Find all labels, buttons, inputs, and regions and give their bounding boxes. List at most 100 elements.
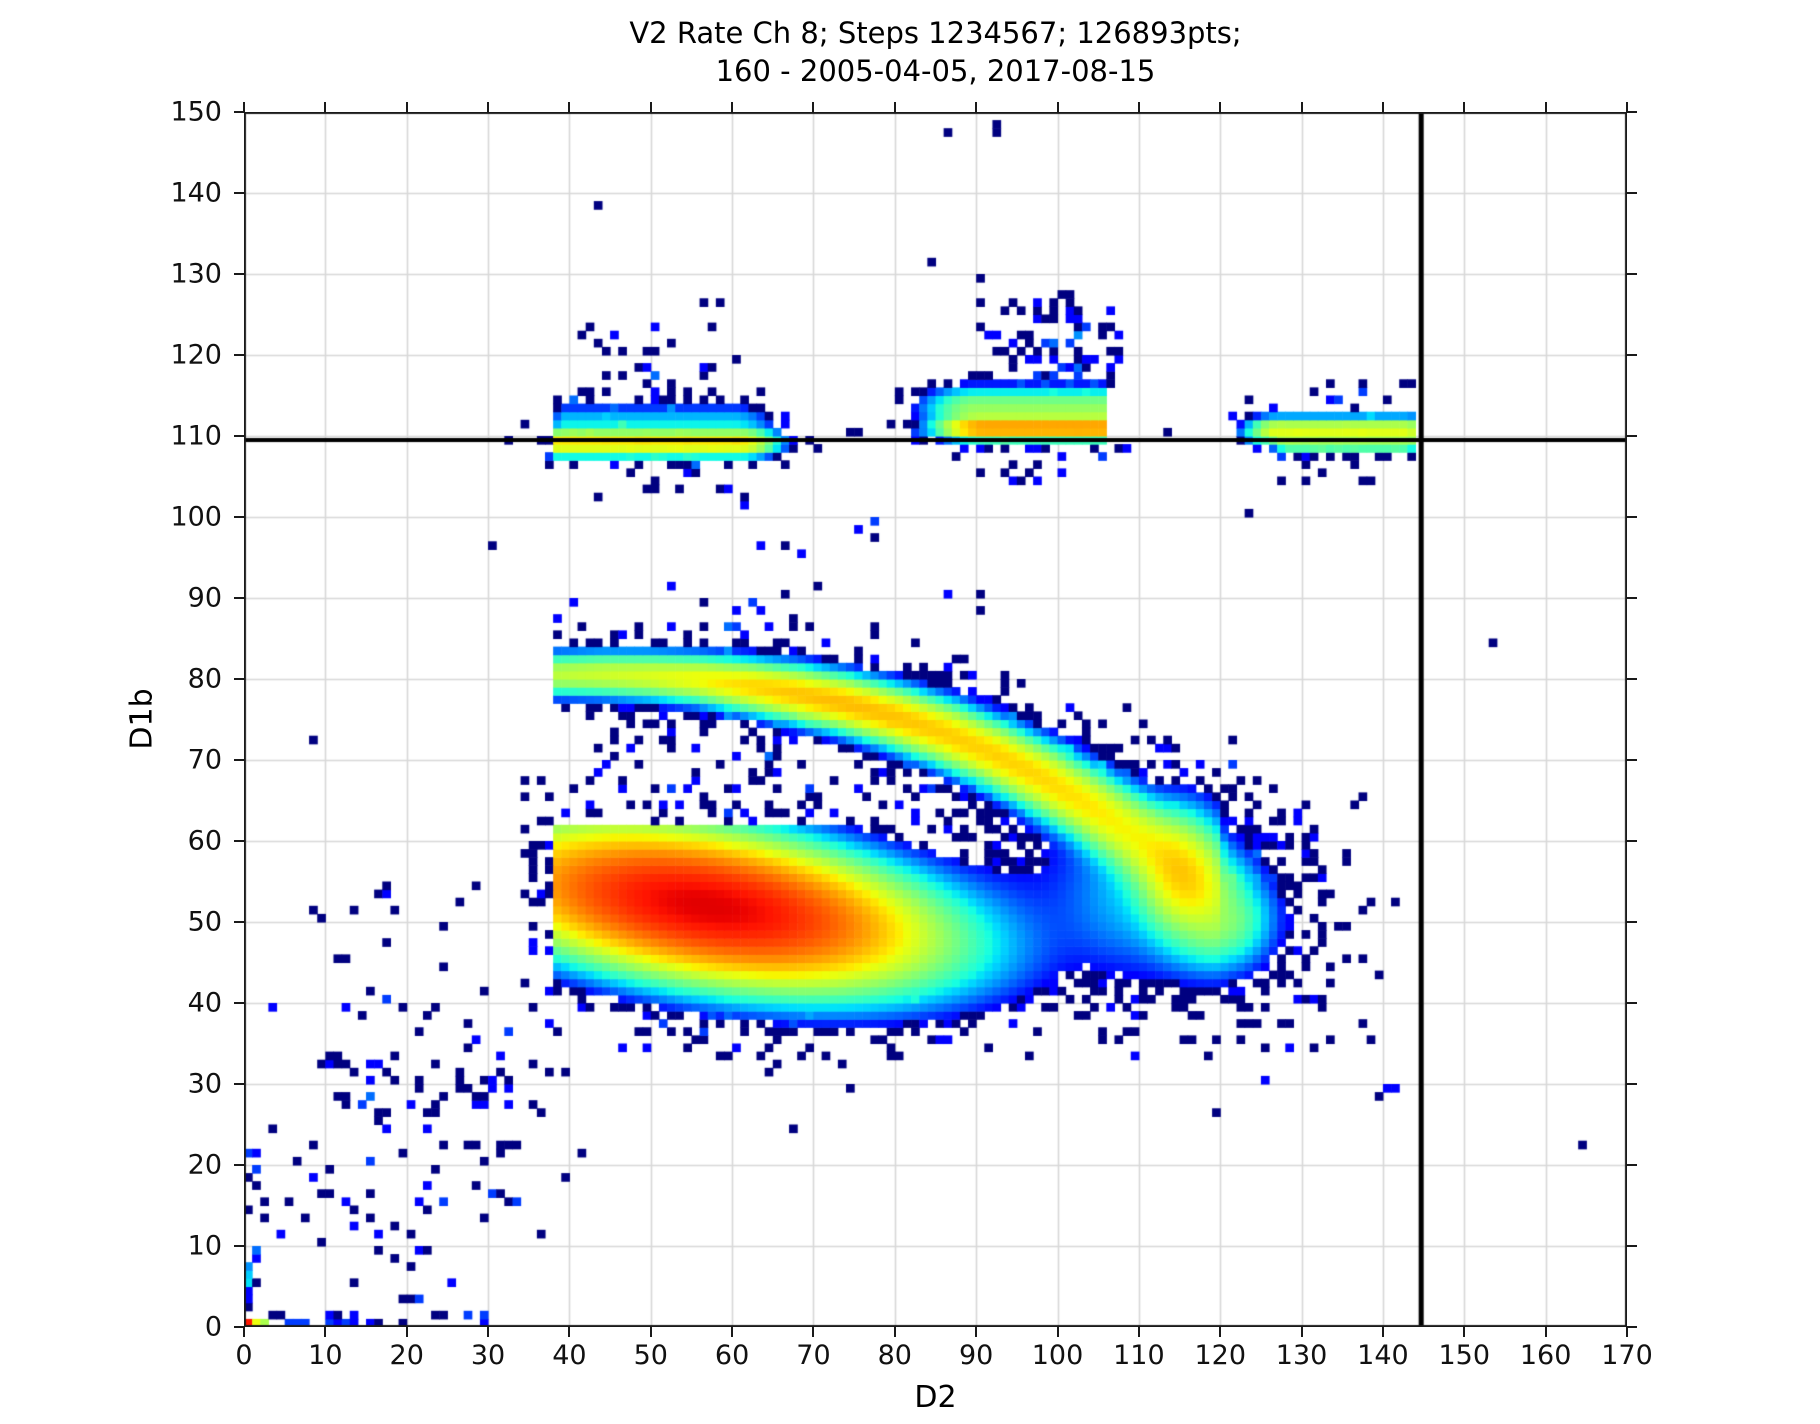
- x-tick-mark-top: [243, 102, 245, 112]
- x-tick-mark: [1463, 1327, 1466, 1337]
- y-tick-mark: [234, 435, 244, 437]
- y-tick-label: 10: [187, 1230, 222, 1262]
- y-tick-mark: [234, 840, 244, 842]
- x-tick-mark-top: [649, 102, 652, 112]
- x-tick-mark: [405, 1327, 408, 1337]
- x-tick-mark: [243, 1327, 245, 1337]
- x-tick-mark: [568, 1327, 571, 1337]
- y-tick-mark-right: [1627, 759, 1637, 761]
- x-tick-mark: [324, 1327, 327, 1337]
- y-tick-mark-right: [1627, 1002, 1637, 1004]
- x-tick-label: 150: [1438, 1340, 1491, 1371]
- x-tick-mark-top: [1137, 102, 1140, 112]
- y-tick-mark-right: [1627, 111, 1637, 113]
- y-tick-mark-right: [1627, 597, 1637, 599]
- x-tick-mark-top: [1056, 102, 1059, 112]
- x-tick-label: 110: [1113, 1340, 1165, 1371]
- x-tick-mark: [975, 1327, 978, 1337]
- y-tick-mark: [234, 921, 244, 923]
- x-tick-mark-top: [1219, 102, 1222, 112]
- y-tick-mark-right: [1627, 192, 1637, 194]
- y-tick-label: 70: [187, 744, 222, 776]
- x-tick-mark-top: [1463, 102, 1466, 112]
- x-tick-mark-top: [324, 102, 327, 112]
- x-tick-label: 30: [470, 1340, 506, 1371]
- y-tick-mark: [234, 516, 244, 518]
- x-tick-label: 130: [1275, 1340, 1328, 1371]
- y-tick-label: 110: [170, 420, 222, 452]
- x-tick-mark-top: [1381, 102, 1384, 112]
- x-tick-mark: [1137, 1327, 1140, 1337]
- x-tick-label: 140: [1357, 1340, 1409, 1371]
- x-tick-label: 10: [308, 1340, 343, 1371]
- x-tick-label: 0: [235, 1340, 253, 1371]
- x-tick-mark: [731, 1327, 734, 1337]
- y-tick-mark-right: [1627, 516, 1637, 518]
- y-tick-label: 40: [187, 987, 222, 1019]
- x-tick-label: 100: [1031, 1340, 1084, 1371]
- x-tick-mark: [649, 1327, 652, 1337]
- y-tick-mark-right: [1627, 921, 1637, 923]
- x-tick-mark: [893, 1327, 896, 1337]
- y-tick-label: 60: [187, 825, 222, 857]
- chart-title-line2: 160 - 2005-04-05, 2017-08-15: [715, 54, 1156, 88]
- x-tick-mark-top: [487, 102, 490, 112]
- x-axis-label: D2: [914, 1380, 957, 1415]
- y-tick-label: 80: [187, 663, 222, 695]
- y-tick-mark: [234, 192, 244, 194]
- y-tick-mark-right: [1627, 1083, 1637, 1085]
- x-tick-label: 120: [1194, 1340, 1247, 1371]
- x-tick-label: 60: [714, 1340, 750, 1371]
- y-tick-mark-right: [1627, 1164, 1637, 1166]
- y-tick-mark: [234, 111, 244, 113]
- x-tick-label: 70: [796, 1340, 831, 1371]
- y-tick-mark: [234, 1326, 244, 1328]
- y-tick-mark: [234, 1245, 244, 1247]
- y-tick-label: 130: [170, 258, 222, 290]
- y-tick-mark: [234, 759, 244, 761]
- x-tick-label: 160: [1519, 1340, 1572, 1371]
- y-tick-label: 90: [187, 582, 222, 614]
- x-tick-label: 40: [552, 1340, 587, 1371]
- x-tick-mark: [487, 1327, 490, 1337]
- y-tick-mark: [234, 678, 244, 680]
- x-tick-label: 90: [958, 1340, 994, 1371]
- y-tick-mark-right: [1627, 273, 1637, 275]
- y-tick-label: 20: [187, 1149, 222, 1181]
- x-tick-mark: [1219, 1327, 1222, 1337]
- x-tick-mark-top: [405, 102, 408, 112]
- y-tick-label: 140: [170, 177, 222, 209]
- x-tick-mark: [1381, 1327, 1384, 1337]
- y-tick-mark: [234, 1002, 244, 1004]
- y-tick-label: 150: [170, 96, 222, 128]
- x-tick-mark-top: [812, 102, 815, 112]
- y-tick-label: 50: [187, 906, 222, 938]
- plot-area: [244, 112, 1627, 1327]
- x-tick-label: 80: [877, 1340, 912, 1371]
- y-axis-label: D1b: [124, 688, 160, 750]
- y-tick-mark: [234, 354, 244, 356]
- x-tick-mark-top: [1626, 102, 1628, 112]
- x-tick-mark: [1544, 1327, 1547, 1337]
- x-tick-label: 170: [1601, 1340, 1653, 1371]
- x-tick-label: 20: [389, 1340, 424, 1371]
- y-tick-label: 100: [170, 501, 222, 533]
- y-tick-mark-right: [1627, 1245, 1637, 1247]
- y-tick-mark-right: [1627, 435, 1637, 437]
- histogram2d-canvas: [244, 112, 1627, 1327]
- x-tick-mark-top: [1300, 102, 1303, 112]
- y-tick-mark-right: [1627, 354, 1637, 356]
- y-tick-mark: [234, 1164, 244, 1166]
- x-tick-label: 50: [633, 1340, 668, 1371]
- x-tick-mark-top: [975, 102, 978, 112]
- x-tick-mark-top: [731, 102, 734, 112]
- y-tick-label: 120: [170, 339, 222, 371]
- x-tick-mark: [1056, 1327, 1059, 1337]
- y-tick-label: 0: [204, 1311, 222, 1343]
- x-tick-mark-top: [1544, 102, 1547, 112]
- y-tick-mark: [234, 597, 244, 599]
- y-tick-mark: [234, 1083, 244, 1085]
- y-tick-mark: [234, 273, 244, 275]
- x-tick-mark-top: [568, 102, 571, 112]
